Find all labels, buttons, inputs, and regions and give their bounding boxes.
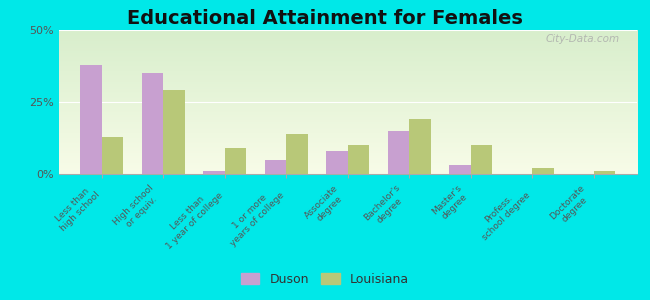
Bar [163,91,185,174]
Bar [449,165,471,174]
Bar [101,136,123,174]
Bar [203,171,225,174]
Legend: Duson, Louisiana: Duson, Louisiana [236,268,414,291]
Bar [225,148,246,174]
Bar [594,171,616,174]
Bar [410,119,431,174]
Bar [326,151,348,174]
Text: Educational Attainment for Females: Educational Attainment for Females [127,9,523,28]
Bar [265,160,286,174]
Bar [80,64,101,174]
Bar [532,168,554,174]
Bar [142,73,163,174]
Text: City-Data.com: City-Data.com [545,34,619,44]
Bar [388,131,410,174]
Bar [348,145,369,174]
Bar [471,145,493,174]
Bar [286,134,307,174]
